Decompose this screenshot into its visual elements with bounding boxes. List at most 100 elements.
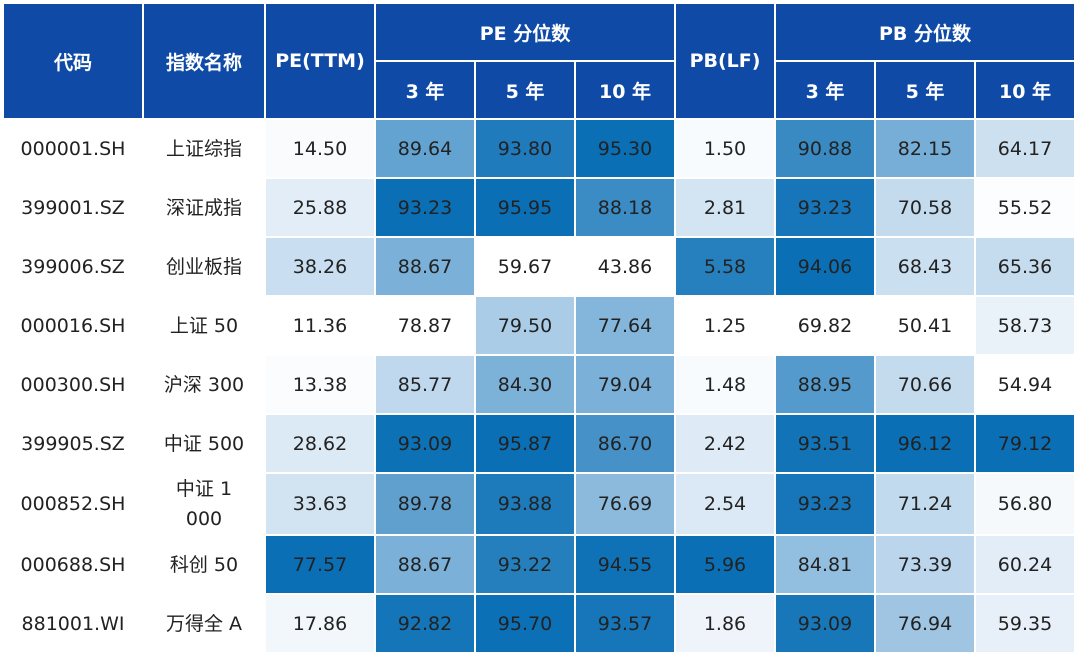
cell-pe-5y: 95.87 <box>476 415 574 472</box>
cell-pe-ttm: 28.62 <box>266 415 374 472</box>
cell-pb-5y: 70.66 <box>876 356 974 413</box>
cell-code: 399001.SZ <box>4 179 142 236</box>
cell-pe-10y: 93.57 <box>576 595 674 652</box>
cell-pe-5y: 93.88 <box>476 474 574 534</box>
cell-pb-5y: 50.41 <box>876 297 974 354</box>
index-name-text: 中证 1000 <box>175 478 233 530</box>
cell-pe-5y: 79.50 <box>476 297 574 354</box>
cell-pe-ttm: 14.50 <box>266 120 374 177</box>
cell-pe-10y: 86.70 <box>576 415 674 472</box>
cell-pb-10y: 60.24 <box>976 536 1074 593</box>
table-row: 000688.SH 科创 50 77.57 88.67 93.22 94.55 5.96 84… <box>4 536 1074 593</box>
cell-pe-3y: 93.23 <box>376 179 474 236</box>
cell-pe-ttm: 25.88 <box>266 179 374 236</box>
cell-pe-ttm: 38.26 <box>266 238 374 295</box>
cell-pb-lf: 5.96 <box>676 536 774 593</box>
cell-code: 399006.SZ <box>4 238 142 295</box>
cell-pb-3y: 93.51 <box>776 415 874 472</box>
cell-pe-ttm: 13.38 <box>266 356 374 413</box>
table-row: 881001.WI 万得全 A 17.86 92.82 95.70 93.57 1.86 93… <box>4 595 1074 652</box>
cell-pb-10y: 64.17 <box>976 120 1074 177</box>
cell-pb-lf: 2.81 <box>676 179 774 236</box>
cell-pe-ttm: 11.36 <box>266 297 374 354</box>
header-code: 代码 <box>4 4 142 118</box>
table-row: 399001.SZ 深证成指 25.88 93.23 95.95 88.18 2.81 93.… <box>4 179 1074 236</box>
cell-pe-10y: 77.64 <box>576 297 674 354</box>
cell-code: 399905.SZ <box>4 415 142 472</box>
cell-pe-ttm: 33.63 <box>266 474 374 534</box>
cell-pb-5y: 70.58 <box>876 179 974 236</box>
cell-pe-3y: 92.82 <box>376 595 474 652</box>
index-name-text: 沪深 300 <box>163 373 245 396</box>
cell-index-name: 创业板指 <box>144 238 264 295</box>
cell-index-name: 中证 500 <box>144 415 264 472</box>
cell-code: 000300.SH <box>4 356 142 413</box>
cell-pb-10y: 59.35 <box>976 595 1074 652</box>
cell-pb-lf: 5.58 <box>676 238 774 295</box>
cell-pb-3y: 84.81 <box>776 536 874 593</box>
index-name-text: 科创 50 <box>169 553 239 576</box>
cell-code: 881001.WI <box>4 595 142 652</box>
cell-pb-10y: 56.80 <box>976 474 1074 534</box>
cell-pe-3y: 89.64 <box>376 120 474 177</box>
cell-index-name: 上证综指 <box>144 120 264 177</box>
table-row: 399905.SZ 中证 500 28.62 93.09 95.87 86.70 2.42 9… <box>4 415 1074 472</box>
cell-pe-3y: 88.67 <box>376 536 474 593</box>
cell-pb-3y: 94.06 <box>776 238 874 295</box>
cell-pb-3y: 93.23 <box>776 179 874 236</box>
cell-pe-10y: 43.86 <box>576 238 674 295</box>
header-pb-lf: PB(LF) <box>676 4 774 118</box>
header-pb-3y: 3 年 <box>776 62 874 118</box>
cell-pe-3y: 78.87 <box>376 297 474 354</box>
cell-pb-lf: 2.54 <box>676 474 774 534</box>
cell-pb-lf: 1.50 <box>676 120 774 177</box>
cell-pe-10y: 79.04 <box>576 356 674 413</box>
cell-pe-10y: 95.30 <box>576 120 674 177</box>
cell-pe-3y: 89.78 <box>376 474 474 534</box>
cell-pb-10y: 54.94 <box>976 356 1074 413</box>
cell-pb-10y: 79.12 <box>976 415 1074 472</box>
header-pb-10y: 10 年 <box>976 62 1074 118</box>
cell-pe-5y: 93.80 <box>476 120 574 177</box>
cell-pb-5y: 96.12 <box>876 415 974 472</box>
cell-pe-5y: 95.70 <box>476 595 574 652</box>
header-pb-percentile: PB 分位数 <box>776 4 1074 60</box>
cell-code: 000852.SH <box>4 474 142 534</box>
cell-pe-10y: 88.18 <box>576 179 674 236</box>
cell-pb-3y: 93.23 <box>776 474 874 534</box>
cell-pb-5y: 68.43 <box>876 238 974 295</box>
cell-pb-5y: 82.15 <box>876 120 974 177</box>
table-row: 000001.SH 上证综指 14.50 89.64 93.80 95.30 1.50 90.… <box>4 120 1074 177</box>
cell-pb-lf: 1.86 <box>676 595 774 652</box>
cell-pe-ttm: 17.86 <box>266 595 374 652</box>
cell-pb-lf: 1.48 <box>676 356 774 413</box>
cell-pe-3y: 85.77 <box>376 356 474 413</box>
cell-pb-3y: 69.82 <box>776 297 874 354</box>
cell-index-name: 沪深 300 <box>144 356 264 413</box>
header-pe-10y: 10 年 <box>576 62 674 118</box>
cell-pe-5y: 59.67 <box>476 238 574 295</box>
index-name-text: 上证综指 <box>165 137 242 160</box>
index-name-text: 万得全 A <box>165 612 243 635</box>
cell-index-name: 中证 1000 <box>144 474 264 534</box>
cell-pe-ttm: 77.57 <box>266 536 374 593</box>
cell-pb-5y: 76.94 <box>876 595 974 652</box>
cell-code: 000688.SH <box>4 536 142 593</box>
cell-pe-5y: 95.95 <box>476 179 574 236</box>
cell-pb-3y: 88.95 <box>776 356 874 413</box>
cell-pe-10y: 76.69 <box>576 474 674 534</box>
cell-pb-5y: 71.24 <box>876 474 974 534</box>
index-name-text: 中证 500 <box>163 432 245 455</box>
cell-pb-10y: 58.73 <box>976 297 1074 354</box>
cell-index-name: 科创 50 <box>144 536 264 593</box>
header-pe-percentile: PE 分位数 <box>376 4 674 60</box>
cell-code: 000001.SH <box>4 120 142 177</box>
cell-pe-10y: 94.55 <box>576 536 674 593</box>
cell-pb-3y: 90.88 <box>776 120 874 177</box>
cell-pb-10y: 65.36 <box>976 238 1074 295</box>
cell-index-name: 深证成指 <box>144 179 264 236</box>
cell-pb-3y: 93.09 <box>776 595 874 652</box>
header-name: 指数名称 <box>144 4 264 118</box>
cell-pe-3y: 88.67 <box>376 238 474 295</box>
